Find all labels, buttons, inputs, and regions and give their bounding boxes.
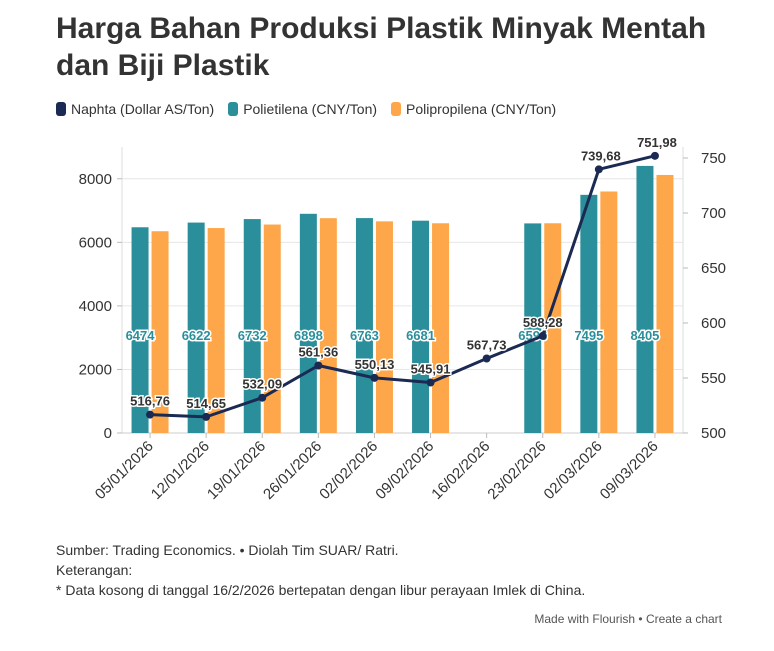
data-label-naphta: 739,68 <box>581 148 621 163</box>
data-label-polietilena: 6622 <box>182 328 211 343</box>
x-tick-label: 02/03/2026 <box>541 438 606 503</box>
legend-item-naphta[interactable]: Naphta (Dollar AS/Ton) <box>56 101 214 117</box>
made-with-flourish-link[interactable]: Made with Flourish <box>534 612 636 626</box>
data-label-polietilena: 6763 <box>350 328 379 343</box>
data-label-naphta: 550,13 <box>355 357 395 372</box>
bar-polipropilena <box>263 224 281 433</box>
bar-polietilena <box>355 218 373 433</box>
y-left-tick-label: 6000 <box>79 234 112 251</box>
bar-polipropilena <box>319 218 337 433</box>
bar-polietilena <box>524 223 542 433</box>
legend-item-polipropilena[interactable]: Polipropilena (CNY/Ton) <box>391 101 556 117</box>
point-naphta <box>594 165 603 174</box>
bar-polietilena <box>187 222 205 433</box>
y-left-tick-label: 2000 <box>79 361 112 378</box>
x-tick-label: 26/01/2026 <box>260 438 325 503</box>
y-right-tick-label: 600 <box>701 315 726 332</box>
data-label-naphta: 561,36 <box>298 345 338 360</box>
data-label-naphta: 532,09 <box>242 377 282 392</box>
x-tick-label: 12/01/2026 <box>148 438 213 503</box>
y-right-tick-label: 700 <box>701 205 726 222</box>
legend-label-naphta: Naphta (Dollar AS/Ton) <box>71 101 215 117</box>
bar-polietilena <box>636 165 654 433</box>
bar-polietilena <box>580 194 598 433</box>
data-label-naphta: 751,98 <box>637 135 677 150</box>
data-label-polietilena: 6596 <box>518 328 547 343</box>
bar-polipropilena <box>544 223 562 433</box>
bar-polipropilena <box>207 228 225 433</box>
legend-item-polietilena[interactable]: Polietilena (CNY/Ton) <box>228 101 377 117</box>
x-tick-label: 09/03/2026 <box>597 438 662 503</box>
data-label-polietilena: 7495 <box>574 328 603 343</box>
point-naphta <box>538 331 547 340</box>
y-right-tick-label: 750 <box>701 150 726 167</box>
bar-polietilena <box>243 219 261 433</box>
legend-label-polipropilena: Polipropilena (CNY/Ton) <box>406 101 557 117</box>
footer-separator: • <box>635 612 646 626</box>
bar-polipropilena <box>656 174 674 433</box>
x-tick-label: 16/02/2026 <box>428 438 493 503</box>
y-right-tick-label: 650 <box>701 260 726 277</box>
data-label-polietilena: 6681 <box>406 328 435 343</box>
point-naphta <box>314 361 323 370</box>
create-chart-link[interactable]: Create a chart <box>645 612 722 626</box>
data-label-polietilena: 6898 <box>294 328 323 343</box>
x-tick-label: 19/01/2026 <box>204 438 269 503</box>
bar-polietilena <box>131 227 149 433</box>
x-tick-label: 23/02/2026 <box>484 438 549 503</box>
legend-label-polietilena: Polietilena (CNY/Ton) <box>243 101 378 117</box>
legend-swatch-naphta <box>56 102 66 116</box>
data-label-polietilena: 6474 <box>126 328 156 343</box>
point-naphta <box>650 151 659 160</box>
point-naphta <box>482 354 491 363</box>
point-naphta <box>258 393 267 402</box>
data-label-naphta: 516,76 <box>130 394 170 409</box>
notes-label: Keterangan: <box>56 562 133 578</box>
y-left-tick-label: 8000 <box>79 171 112 188</box>
y-left-tick-label: 0 <box>104 425 112 442</box>
data-label-naphta: 514,65 <box>186 396 226 411</box>
footnote: * Data kosong di tanggal 16/2/2026 berte… <box>56 582 586 598</box>
y-right-tick-label: 500 <box>701 425 726 442</box>
data-label-polietilena: 6732 <box>238 328 267 343</box>
point-naphta <box>370 373 379 382</box>
data-label-naphta: 545,91 <box>411 361 451 376</box>
data-label-naphta: 588,28 <box>523 315 563 330</box>
point-naphta <box>146 410 155 419</box>
x-tick-label: 02/02/2026 <box>316 438 381 503</box>
point-naphta <box>202 412 211 421</box>
footer: Made with Flourish • Create a chart <box>534 612 722 626</box>
bar-polietilena <box>299 213 317 433</box>
bar-polipropilena <box>151 231 169 433</box>
y-left-tick-label: 4000 <box>79 298 112 315</box>
chart-title: Harga Bahan Produksi Plastik Minyak Ment… <box>56 12 707 82</box>
bar-polietilena <box>412 220 430 433</box>
legend-swatch-polietilena <box>228 102 239 116</box>
x-tick-label: 05/01/2026 <box>92 438 157 503</box>
data-label-naphta: 567,73 <box>467 337 507 352</box>
legend: Naphta (Dollar AS/Ton) Polietilena (CNY/… <box>56 101 556 117</box>
source-note: Sumber: Trading Economics. • Diolah Tim … <box>56 542 399 558</box>
point-naphta <box>426 378 435 387</box>
combo-chart: 0 2000 4000 6000 8000 500 550 600 650 700 750 05/01… <box>79 135 726 503</box>
data-label-polietilena: 8405 <box>630 328 659 343</box>
line-naphta <box>149 154 656 419</box>
notes: Sumber: Trading Economics. • Diolah Tim … <box>56 540 585 600</box>
legend-swatch-polipropilena <box>391 102 402 116</box>
bar-polipropilena <box>600 191 618 433</box>
x-tick-label: 09/02/2026 <box>372 438 437 503</box>
y-right-tick-label: 550 <box>701 370 726 387</box>
